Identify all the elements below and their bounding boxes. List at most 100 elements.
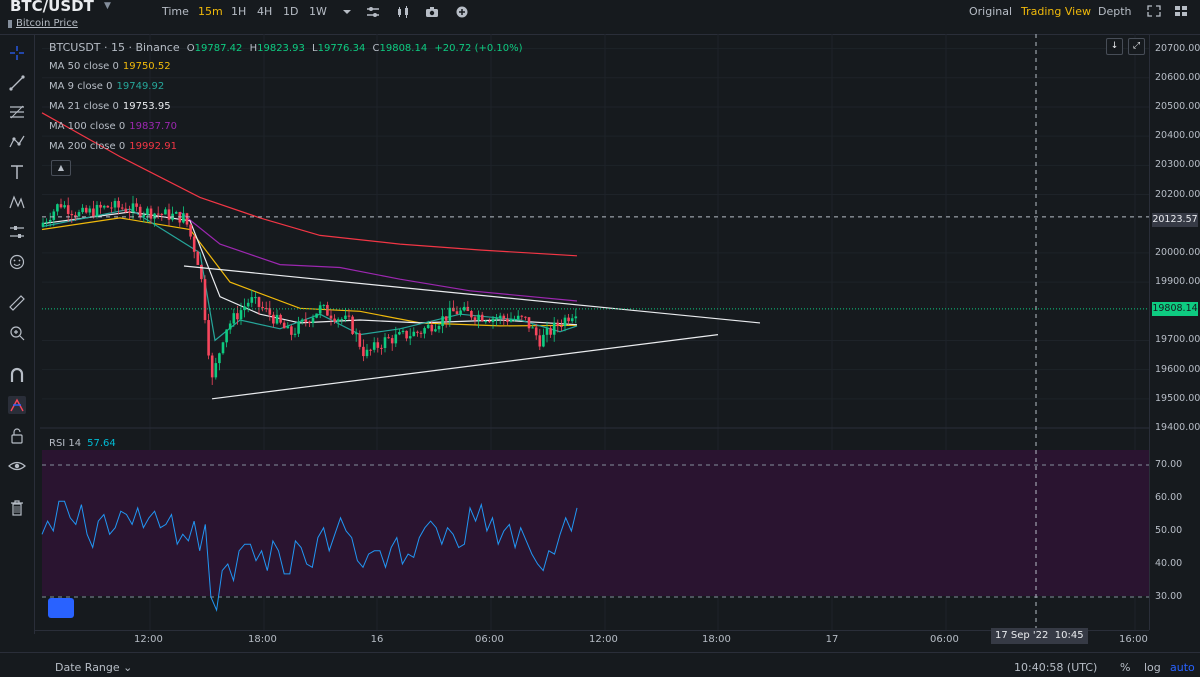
scroll-down-icon[interactable]: ↓ <box>1106 38 1123 55</box>
candle-body <box>354 333 358 335</box>
upper-trendline[interactable] <box>183 265 761 324</box>
candle-body <box>340 319 344 321</box>
timeframe-time[interactable]: Time <box>162 5 189 18</box>
timeframe-1h[interactable]: 1H <box>231 5 247 18</box>
add-icon[interactable] <box>455 6 469 18</box>
candle-body <box>135 203 138 207</box>
rsi-tick: 40.00 <box>1155 558 1183 569</box>
price-tick: 19900.00 <box>1155 276 1200 288</box>
time-axis[interactable] <box>35 630 1149 651</box>
time-tick: 16:00 <box>1119 634 1148 645</box>
date-range-button[interactable]: Date Range ⌄ <box>55 661 133 674</box>
candle-body <box>156 213 160 215</box>
crosshair-icon[interactable] <box>8 44 26 62</box>
asset-link[interactable]: Bitcoin Price <box>16 18 78 29</box>
magnet-icon[interactable] <box>8 366 26 384</box>
candle-body <box>246 302 250 307</box>
timeframe-1d[interactable]: 1D <box>283 5 299 18</box>
ma-legend-item[interactable]: MA 100 close 0 19837.70 <box>49 121 181 132</box>
ma-value: 19750.52 <box>122 61 171 72</box>
layout-icon[interactable] <box>1174 5 1188 17</box>
candle-body <box>387 337 390 339</box>
candle-body <box>516 315 520 320</box>
last-price-tag: 19808.14 <box>1152 302 1198 316</box>
measure-icon[interactable] <box>8 223 26 241</box>
open-value: O19787.42 <box>186 43 243 54</box>
zoom-in-icon[interactable] <box>8 324 26 342</box>
candle-body <box>59 204 63 208</box>
candle-body <box>41 222 45 227</box>
price-tick: 20300.00 <box>1155 159 1200 171</box>
timeframe-4h[interactable]: 4H <box>257 5 273 18</box>
lock-icon[interactable] <box>8 427 26 445</box>
fib-retracement-icon[interactable] <box>8 103 26 121</box>
eye-icon[interactable] <box>8 457 26 475</box>
price-axis[interactable] <box>1149 34 1200 630</box>
fullscreen-icon[interactable]: ⤢ <box>1128 38 1145 55</box>
candle-type-icon[interactable] <box>396 6 410 18</box>
candle-body <box>322 304 326 306</box>
candle-body <box>264 308 268 310</box>
ruler-icon[interactable] <box>8 294 26 312</box>
candle-body <box>243 306 246 311</box>
candle-body <box>423 328 426 334</box>
indicator-settings-icon[interactable] <box>366 6 380 18</box>
candle-body <box>239 310 243 320</box>
ma-label: MA 9 close 0 <box>49 81 113 92</box>
collapse-legend-chevron-up-icon[interactable]: ▲ <box>51 160 71 176</box>
candle-body <box>470 311 473 318</box>
timeframe-1w[interactable]: 1W <box>309 5 327 18</box>
candle-body <box>228 323 232 330</box>
timeframe-15m[interactable]: 15m <box>198 5 223 18</box>
candle-body <box>84 207 88 213</box>
candle-body <box>272 314 275 324</box>
ma-value: 19992.91 <box>129 141 177 152</box>
forecast-icon[interactable] <box>8 193 26 211</box>
crosshair-date: 17 Sep '22 <box>995 630 1049 641</box>
candle-body <box>444 316 448 321</box>
expand-icon[interactable] <box>1147 5 1161 17</box>
candle-body <box>502 315 506 319</box>
pair-title[interactable]: BTC/USDT <box>10 0 94 15</box>
ma-legend-item[interactable]: MA 200 close 0 19992.91 <box>49 141 181 152</box>
candle-body <box>390 338 394 344</box>
text-tool-icon[interactable] <box>8 163 26 181</box>
candle-body <box>466 306 470 312</box>
drawing-toolbar <box>0 34 35 634</box>
ma-legend-item[interactable]: MA 21 close 0 19753.95 <box>49 101 175 112</box>
time-tick: 16 <box>370 634 384 645</box>
crosshair-time: 10:45 <box>1054 630 1084 641</box>
more-timeframes-chevron-down-icon[interactable] <box>340 6 354 18</box>
ma-legend-item[interactable]: MA 9 close 0 19749.92 <box>49 81 168 92</box>
screenshot-icon[interactable] <box>425 6 439 18</box>
view-depth[interactable]: Depth <box>1098 5 1132 18</box>
trash-icon[interactable] <box>8 499 26 517</box>
price-tick: 19600.00 <box>1155 363 1200 375</box>
candle-body <box>531 327 534 329</box>
view-original[interactable]: Original <box>969 5 1013 18</box>
candle-body <box>473 317 477 321</box>
lower-trendline[interactable] <box>211 334 719 400</box>
ma200-line <box>41 112 578 257</box>
log-toggle[interactable]: log <box>1144 661 1161 674</box>
doc-icon <box>8 20 12 28</box>
rsi-legend: RSI 14 57.64 <box>49 438 116 449</box>
auto-toggle[interactable]: auto <box>1170 661 1195 674</box>
trend-line-icon[interactable] <box>8 74 26 92</box>
drawing-mode-icon[interactable] <box>8 396 26 414</box>
candle-body <box>380 347 383 349</box>
ma-legend-item[interactable]: MA 50 close 0 19750.52 <box>49 61 175 72</box>
pattern-icon[interactable] <box>8 133 26 151</box>
percent-toggle[interactable]: % <box>1120 661 1131 674</box>
candle-body <box>210 355 214 378</box>
candle-body <box>459 310 462 315</box>
candle-body <box>290 326 293 335</box>
time-tick: 06:00 <box>930 634 959 645</box>
candle-body <box>498 315 502 319</box>
change-value: +20.72 (+0.10%) <box>434 43 523 54</box>
view-trading-view[interactable]: Trading View <box>1021 5 1091 18</box>
pair-dropdown-icon[interactable]: ▼ <box>104 1 111 11</box>
candle-body <box>437 326 441 330</box>
emoji-icon[interactable] <box>8 253 26 271</box>
